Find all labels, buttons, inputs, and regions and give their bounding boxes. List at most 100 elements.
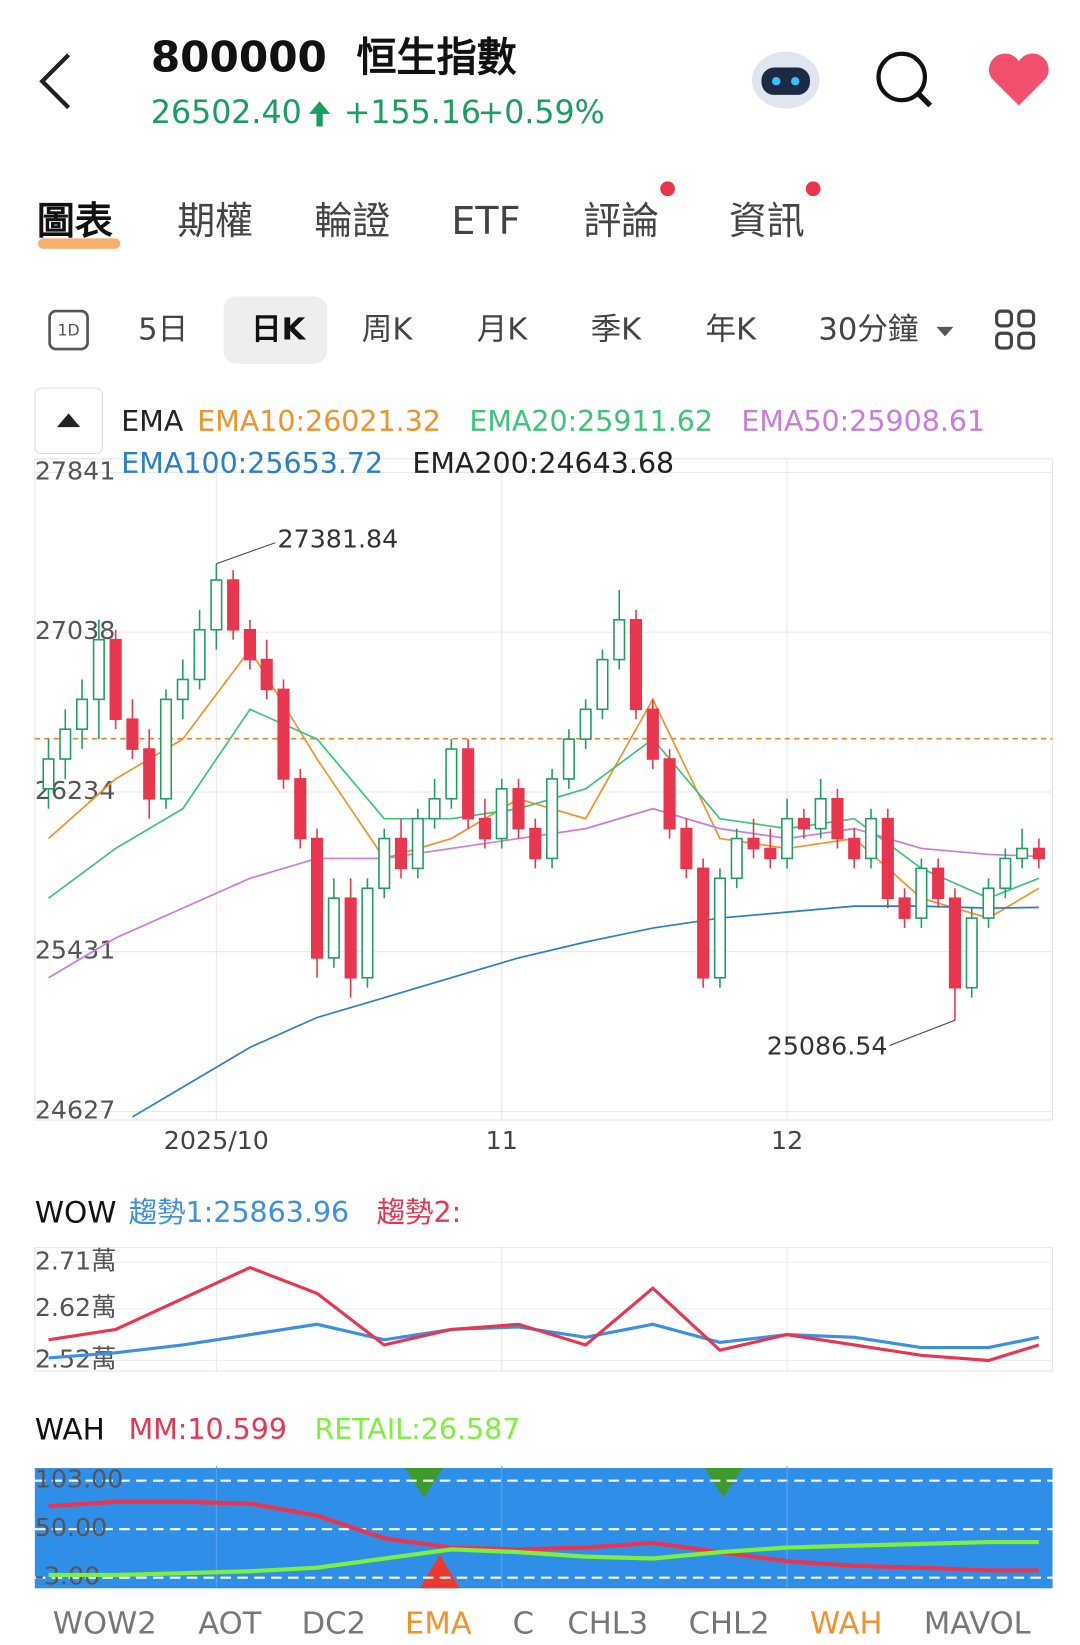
indicator-tab[interactable]: WOW2 [53,1607,157,1642]
period-icon: 1D [57,321,79,340]
candle-body [629,619,643,711]
candle-body [193,628,206,681]
candle-body [126,718,139,750]
badge [805,181,821,197]
y-tick-label: 2.52萬 [35,1344,117,1373]
candle-body [596,658,609,711]
indicator-tab[interactable]: EMA [405,1607,472,1642]
candle-body [982,887,995,919]
candle-body [864,817,878,860]
candle-body [176,678,189,701]
period[interactable]: 5日 [138,313,188,348]
tab[interactable]: 期權 [177,199,253,243]
wow-title: WOW [35,1195,117,1229]
candle-body [948,897,962,989]
indicator-line [48,1322,1040,1360]
layout-icon[interactable] [995,309,1036,350]
candle-body [713,877,727,979]
candle-body [227,579,240,631]
collapse-arrow [56,413,81,428]
candle-body [42,758,55,790]
up-arrow [309,101,331,127]
indicator-line [131,905,1039,1118]
candle-body [445,748,458,800]
legend-entry: RETAIL:26.587 [314,1413,520,1446]
candle-body [965,917,978,989]
legend-entry: EMA20:25911.62 [469,405,713,438]
period[interactable]: 季K [591,313,643,348]
favorite-icon[interactable] [988,53,1049,106]
stock-name: 恒生指數 [356,35,516,81]
candle-body [92,638,105,701]
candle-body [243,628,256,661]
change-pct: +0.59% [478,95,605,131]
indicator-tab[interactable]: AOT [198,1607,261,1642]
indicator-tab[interactable]: CHL3 [567,1607,648,1642]
y-tick-label: 2.62萬 [35,1293,117,1322]
signal-arrow [405,1468,443,1498]
candle-body [1032,847,1045,860]
y-tick-label: 25431 [35,936,115,965]
candle-body [277,688,290,780]
candle-body [378,837,391,890]
legend-entry: EMA100:25653.72 [121,447,383,480]
tab[interactable]: 輪證 [314,199,390,243]
indicator-tab[interactable]: C [513,1607,534,1642]
candle-body [495,788,508,840]
candle-body [814,797,827,830]
candle-body [932,867,945,900]
back-button[interactable] [39,53,71,110]
candle-body [76,698,89,730]
signal-arrow [419,1554,460,1589]
candle-body [999,857,1012,890]
candle-body [143,748,156,800]
candle-body [159,698,173,800]
legend-entry: 趨勢2: [377,1196,462,1229]
candle-body [1016,847,1029,860]
legend-entry: MM:10.599 [129,1413,287,1446]
candle-body [529,827,542,860]
period[interactable]: 30分鐘 [818,313,918,348]
candle-body [646,708,659,760]
x-tick-label: 12 [771,1126,803,1155]
indicator-line [48,1499,1039,1573]
indicator-tab[interactable]: WAH [810,1607,882,1642]
legend-entry: 趨勢1:25863.96 [129,1196,349,1229]
candle-body [781,817,794,860]
indicator-tab[interactable]: CHL2 [689,1607,770,1642]
candle-body [915,867,928,919]
wah-title: WAH [35,1413,105,1447]
annotation-leader [216,542,276,565]
indicator-line [48,1265,1040,1363]
candle-body [109,638,122,721]
period[interactable]: 年K [706,313,758,348]
indicator-tab[interactable]: MAVOL [924,1607,1031,1642]
period-icon-box[interactable] [48,309,89,351]
tab[interactable]: ETF [451,199,520,243]
selected-period-bg [223,296,327,364]
tab[interactable]: 圖表 [37,199,113,243]
period[interactable]: 月K [477,313,529,348]
search-icon[interactable] [876,51,933,108]
legend-entry: EMA50:25908.61 [741,405,985,438]
y-tick-label: 27841 [35,456,115,485]
candle-body [59,728,72,760]
badge [660,181,675,197]
indicator-tab[interactable]: DC2 [302,1607,366,1642]
y-tick-label: 50.00 [35,1513,107,1542]
legend-title: EMA [121,405,184,438]
period[interactable]: 日K [251,313,307,348]
tab[interactable]: 資訊 [729,199,805,243]
x-tick-label: 2025/10 [164,1126,269,1155]
candle-body [428,797,441,820]
candle-body [797,817,810,830]
candle-body [831,797,844,840]
tab[interactable]: 評論 [583,199,659,243]
candle-body [478,817,492,840]
dropdown-arrow [936,326,954,337]
candle-body [411,817,424,870]
candle-body [394,837,408,870]
robot-icon[interactable] [751,51,820,109]
period[interactable]: 周K [362,313,414,348]
